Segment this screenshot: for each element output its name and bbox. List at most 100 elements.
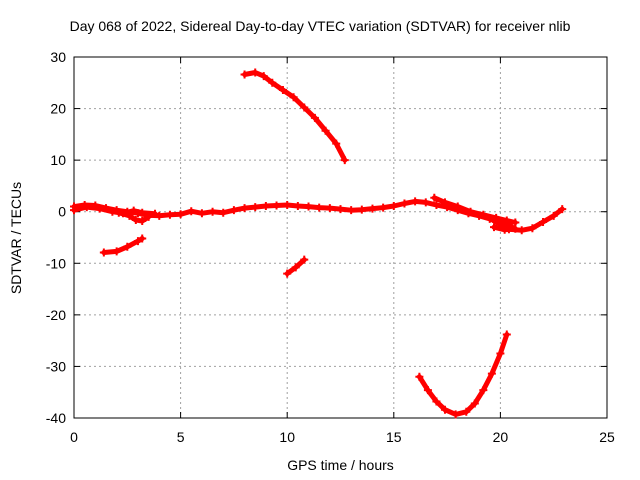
x-tick-label: 0: [70, 429, 78, 445]
data-point: [421, 198, 430, 207]
data-point: [151, 209, 160, 218]
series-trace: [242, 70, 348, 163]
data-point: [272, 201, 281, 210]
y-tick-label: 10: [50, 152, 66, 168]
data-point: [462, 407, 471, 416]
x-tick-label: 20: [493, 429, 509, 445]
data-point: [283, 201, 292, 210]
y-tick-label: 0: [58, 204, 66, 220]
data-point: [423, 386, 432, 395]
data-point: [304, 202, 313, 211]
plot-frame: [73, 56, 608, 419]
data-point: [165, 210, 174, 219]
data-point: [368, 204, 377, 213]
y-tick-label: -20: [46, 307, 66, 323]
data-point: [144, 212, 153, 221]
data-point: [129, 206, 138, 215]
data-point: [539, 218, 548, 227]
data-point: [138, 216, 147, 225]
data-point: [208, 207, 217, 216]
data-point: [138, 234, 147, 243]
data-point: [549, 211, 558, 220]
series-arc-upper: [114, 208, 153, 225]
data-point: [229, 206, 238, 215]
data-point: [466, 207, 475, 216]
data-point: [123, 242, 132, 251]
data-point: [336, 205, 345, 214]
data-points: [70, 68, 567, 419]
data-point: [315, 203, 324, 212]
data-point: [325, 204, 334, 213]
data-point: [300, 103, 309, 112]
data-point: [432, 397, 441, 406]
data-point: [528, 224, 537, 233]
series-arc-9: [240, 68, 349, 165]
data-point: [451, 410, 460, 419]
data-point: [219, 208, 228, 217]
y-tick-label: -30: [46, 358, 66, 374]
data-point: [187, 207, 196, 216]
x-tick-label: 15: [386, 429, 402, 445]
data-point: [310, 113, 319, 122]
data-point: [112, 247, 121, 256]
data-point: [261, 202, 270, 211]
series-arc-4: [430, 193, 520, 227]
y-tick-label: -40: [46, 410, 66, 426]
data-point: [440, 405, 449, 414]
y-tick-label: 20: [50, 101, 66, 117]
x-tick-label: 5: [177, 429, 185, 445]
data-point: [430, 193, 439, 202]
data-point: [500, 225, 509, 234]
y-tick-label: -10: [46, 255, 66, 271]
data-point: [321, 126, 330, 135]
data-point: [379, 203, 388, 212]
data-point: [479, 210, 488, 219]
grid: [74, 57, 607, 418]
data-point: [357, 205, 366, 214]
data-point: [440, 198, 449, 207]
data-point: [517, 226, 526, 235]
data-point: [502, 216, 511, 225]
data-point: [496, 349, 505, 358]
data-point: [125, 211, 134, 220]
data-point: [278, 86, 287, 95]
data-point: [176, 210, 185, 219]
chart-title: Day 068 of 2022, Sidereal Day-to-day VTE…: [69, 18, 571, 34]
data-point: [389, 202, 398, 211]
axis-ticks: 0 5 10 15 20 25 -40 -30 -20 -10 0 10 20 30: [46, 49, 615, 445]
x-tick-label: 25: [599, 429, 615, 445]
data-point: [268, 78, 277, 87]
data-point: [470, 399, 479, 408]
series-arc-7: [99, 234, 147, 257]
series-arc-6: [490, 223, 520, 234]
data-point: [108, 207, 117, 216]
data-point: [259, 72, 268, 81]
data-point: [291, 263, 300, 272]
data-point: [99, 248, 108, 257]
data-point: [251, 203, 260, 212]
data-point: [131, 215, 140, 224]
data-point: [300, 255, 309, 264]
series-arc-10: [415, 330, 511, 419]
data-point: [487, 369, 496, 378]
data-point: [340, 156, 349, 165]
data-point: [400, 199, 409, 208]
x-axis-label: GPS time / hours: [287, 457, 394, 473]
data-point: [502, 330, 511, 339]
data-point: [155, 211, 164, 220]
data-point: [415, 372, 424, 381]
data-point: [453, 202, 462, 211]
data-point: [240, 204, 249, 213]
data-point: [70, 206, 78, 215]
data-point: [479, 386, 488, 395]
x-tick-label: 10: [279, 429, 295, 445]
data-point: [347, 206, 356, 215]
data-point: [558, 205, 567, 214]
data-point: [82, 203, 91, 212]
y-axis-label: SDTVAR / TECUs: [8, 181, 24, 295]
data-point: [283, 269, 292, 278]
data-point: [133, 237, 142, 246]
data-point: [411, 197, 420, 206]
data-point: [432, 201, 441, 210]
